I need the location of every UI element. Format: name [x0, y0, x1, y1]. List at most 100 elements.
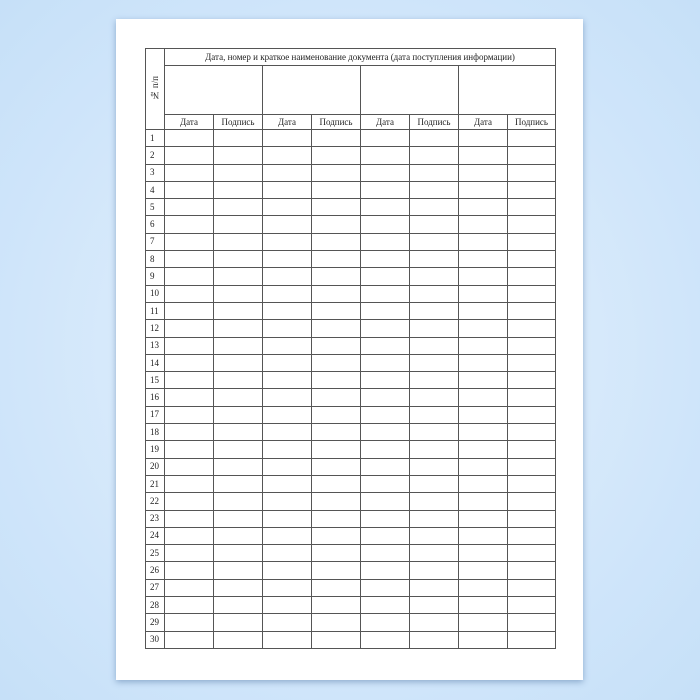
date-cell[interactable]: [360, 596, 410, 615]
signature-cell[interactable]: [409, 423, 459, 442]
signature-cell[interactable]: [409, 128, 459, 148]
signature-cell[interactable]: [311, 474, 361, 494]
signature-cell[interactable]: [213, 474, 263, 494]
date-cell[interactable]: [360, 440, 410, 459]
signature-cell[interactable]: [506, 353, 557, 373]
date-cell[interactable]: [262, 440, 312, 459]
signature-cell[interactable]: [506, 146, 557, 165]
signature-cell[interactable]: [311, 284, 361, 303]
signature-cell[interactable]: [311, 578, 361, 598]
date-cell[interactable]: [458, 509, 508, 528]
signature-cell[interactable]: [213, 250, 263, 269]
signature-cell[interactable]: [409, 613, 459, 632]
date-cell[interactable]: [164, 198, 214, 217]
signature-cell[interactable]: [409, 232, 459, 252]
signature-cell[interactable]: [311, 613, 361, 632]
date-cell[interactable]: [164, 353, 214, 373]
signature-cell[interactable]: [311, 301, 361, 321]
date-cell[interactable]: [360, 371, 410, 390]
signature-cell[interactable]: [506, 630, 557, 649]
signature-cell[interactable]: [213, 561, 263, 580]
signature-cell[interactable]: [311, 128, 361, 148]
date-cell[interactable]: [164, 128, 214, 148]
signature-cell[interactable]: [311, 492, 361, 511]
date-cell[interactable]: [360, 492, 410, 511]
date-cell[interactable]: [262, 284, 312, 303]
signature-cell[interactable]: [213, 371, 263, 390]
signature-cell[interactable]: [311, 457, 361, 476]
signature-cell[interactable]: [506, 198, 557, 217]
document-cell[interactable]: [360, 65, 459, 115]
signature-cell[interactable]: [409, 180, 459, 200]
date-cell[interactable]: [164, 232, 214, 252]
date-cell[interactable]: [458, 526, 508, 546]
signature-cell[interactable]: [506, 336, 557, 355]
date-cell[interactable]: [458, 405, 508, 425]
signature-cell[interactable]: [213, 336, 263, 355]
signature-cell[interactable]: [213, 353, 263, 373]
date-cell[interactable]: [458, 198, 508, 217]
date-cell[interactable]: [262, 526, 312, 546]
signature-cell[interactable]: [311, 509, 361, 528]
date-cell[interactable]: [164, 336, 214, 355]
date-cell[interactable]: [458, 561, 508, 580]
date-cell[interactable]: [164, 613, 214, 632]
signature-cell[interactable]: [213, 232, 263, 252]
date-cell[interactable]: [458, 371, 508, 390]
signature-cell[interactable]: [311, 163, 361, 182]
signature-cell[interactable]: [506, 578, 557, 598]
date-cell[interactable]: [458, 180, 508, 200]
date-cell[interactable]: [360, 457, 410, 476]
date-cell[interactable]: [262, 561, 312, 580]
signature-cell[interactable]: [311, 630, 361, 649]
date-cell[interactable]: [164, 526, 214, 546]
signature-cell[interactable]: [409, 561, 459, 580]
date-cell[interactable]: [262, 319, 312, 338]
date-cell[interactable]: [164, 544, 214, 563]
date-cell[interactable]: [164, 146, 214, 165]
date-cell[interactable]: [458, 319, 508, 338]
signature-cell[interactable]: [213, 284, 263, 303]
date-cell[interactable]: [164, 474, 214, 494]
signature-cell[interactable]: [506, 371, 557, 390]
date-cell[interactable]: [458, 578, 508, 598]
date-cell[interactable]: [458, 267, 508, 286]
date-cell[interactable]: [262, 301, 312, 321]
date-cell[interactable]: [458, 128, 508, 148]
signature-cell[interactable]: [213, 613, 263, 632]
signature-cell[interactable]: [506, 267, 557, 286]
date-cell[interactable]: [458, 544, 508, 563]
date-cell[interactable]: [360, 526, 410, 546]
date-cell[interactable]: [360, 319, 410, 338]
signature-cell[interactable]: [409, 267, 459, 286]
date-cell[interactable]: [360, 509, 410, 528]
signature-cell[interactable]: [213, 526, 263, 546]
date-cell[interactable]: [164, 578, 214, 598]
signature-cell[interactable]: [506, 423, 557, 442]
date-cell[interactable]: [164, 457, 214, 476]
signature-cell[interactable]: [409, 371, 459, 390]
signature-cell[interactable]: [311, 388, 361, 407]
signature-cell[interactable]: [409, 336, 459, 355]
date-cell[interactable]: [262, 353, 312, 373]
date-cell[interactable]: [262, 457, 312, 476]
signature-cell[interactable]: [213, 596, 263, 615]
signature-cell[interactable]: [506, 474, 557, 494]
signature-cell[interactable]: [409, 630, 459, 649]
signature-cell[interactable]: [506, 319, 557, 338]
signature-cell[interactable]: [311, 561, 361, 580]
date-cell[interactable]: [262, 146, 312, 165]
date-cell[interactable]: [164, 509, 214, 528]
date-cell[interactable]: [360, 163, 410, 182]
date-cell[interactable]: [458, 388, 508, 407]
signature-cell[interactable]: [213, 630, 263, 649]
date-cell[interactable]: [262, 388, 312, 407]
signature-cell[interactable]: [506, 613, 557, 632]
date-cell[interactable]: [262, 180, 312, 200]
signature-cell[interactable]: [213, 267, 263, 286]
signature-cell[interactable]: [311, 353, 361, 373]
date-cell[interactable]: [164, 630, 214, 649]
signature-cell[interactable]: [409, 250, 459, 269]
signature-cell[interactable]: [213, 457, 263, 476]
signature-cell[interactable]: [506, 163, 557, 182]
